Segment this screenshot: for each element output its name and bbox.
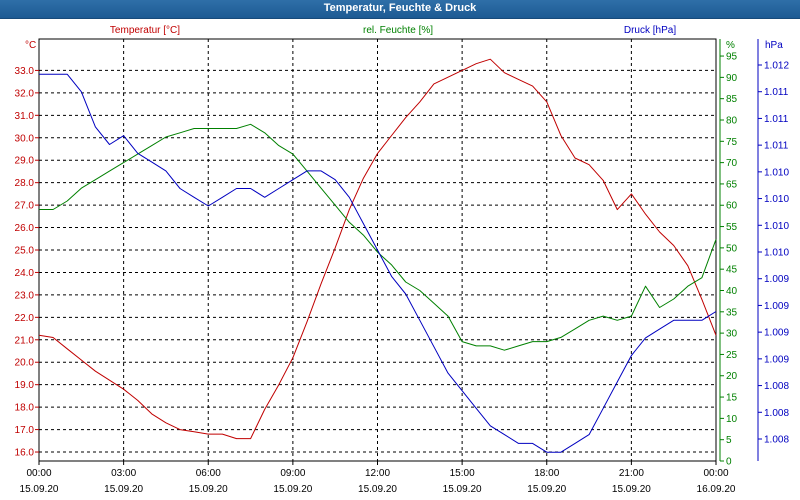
- grid: [39, 39, 716, 461]
- y-right-humidity-tick-label: 30: [726, 329, 738, 340]
- y-left-tick-label: 31.0: [15, 111, 35, 122]
- series-line-humidity: [39, 123, 717, 351]
- x-tick-label-time: 21:00: [619, 468, 644, 479]
- x-tick-label-time: 00:00: [26, 468, 51, 479]
- y-left-tick-label: 17.0: [15, 425, 35, 436]
- x-tick-label-time: 09:00: [280, 468, 305, 479]
- y-right-pressure-tick-label: 1.012: [764, 61, 789, 72]
- y-left-tick-label: 24.0: [15, 268, 35, 279]
- y-right-humidity-tick-label: 75: [726, 137, 738, 148]
- y-left-tick-label: 23.0: [15, 290, 35, 301]
- y-left-tick-label: 19.0: [15, 380, 35, 391]
- y-left-tick-label: 21.0: [15, 335, 35, 346]
- y-right-pressure-axis-title: Druck [hPa]: [624, 25, 676, 36]
- x-tick-label-time: 00:00: [703, 468, 728, 479]
- y-right-humidity-tick-label: 10: [726, 414, 738, 425]
- y-left-tick-label: 27.0: [15, 201, 35, 212]
- x-tick-label-date: 15.09.20: [189, 484, 228, 495]
- x-tick-label-date: 15.09.20: [273, 484, 312, 495]
- y-right-humidity-tick-label: 90: [726, 73, 738, 84]
- x-tick-label-time: 12:00: [365, 468, 390, 479]
- series-lines: [38, 58, 717, 453]
- y-right-pressure-tick-label: 1.009: [764, 328, 789, 339]
- x-tick-label-time: 15:00: [450, 468, 475, 479]
- y-right-pressure-tick-label: 1.011: [764, 114, 789, 125]
- y-right-pressure-unit: hPa: [765, 40, 783, 51]
- axis-labels: 00:00 15.09.20 03:00 15.09.20 06:00 15.09.20 0…: [15, 25, 790, 495]
- series-line-temperature: [38, 58, 717, 440]
- y-right-humidity-tick-label: 70: [726, 158, 738, 169]
- y-left-tick-label: 29.0: [15, 156, 35, 167]
- y-right-humidity-tick-label: 40: [726, 286, 738, 297]
- y-right-humidity-tick-label: 95: [726, 52, 738, 63]
- y-right-pressure-tick-label: 1.011: [764, 141, 789, 152]
- y-left-tick-label: 32.0: [15, 88, 35, 99]
- x-tick-label-date: 15.09.20: [527, 484, 566, 495]
- y-left-tick-label: 20.0: [15, 358, 35, 369]
- y-right-humidity-tick-label: 50: [726, 243, 738, 254]
- y-right-pressure-tick-label: 1.009: [764, 301, 789, 312]
- y-right-humidity-axis-title: rel. Feuchte [%]: [363, 25, 433, 36]
- y-right-pressure-tick-label: 1.009: [764, 274, 789, 285]
- window-title: Temperatur, Feuchte & Druck: [323, 2, 477, 14]
- y-right-humidity-tick-label: 45: [726, 265, 738, 276]
- x-tick-label-date: 16.09.20: [697, 484, 736, 495]
- x-tick-label-date: 15.09.20: [20, 484, 59, 495]
- y-left-tick-label: 30.0: [15, 133, 35, 144]
- y-right-humidity-tick-label: 60: [726, 201, 738, 212]
- y-left-tick-label: 26.0: [15, 223, 35, 234]
- x-tick-label-date: 15.09.20: [443, 484, 482, 495]
- y-right-humidity-unit: %: [726, 40, 735, 51]
- y-right-pressure-tick-label: 1.010: [764, 167, 789, 178]
- title-bar: Temperatur, Feuchte & Druck: [0, 0, 800, 19]
- x-tick-label-date: 15.09.20: [612, 484, 651, 495]
- y-left-tick-label: 22.0: [15, 313, 35, 324]
- y-right-humidity-tick-label: 80: [726, 115, 738, 126]
- y-left-tick-label: 18.0: [15, 403, 35, 414]
- y-left-unit: °C: [25, 40, 36, 51]
- y-right-pressure-tick-label: 1.008: [764, 381, 789, 392]
- y-right-pressure-tick-label: 1.010: [764, 221, 789, 232]
- axes: [35, 38, 762, 465]
- y-right-humidity-tick-label: 85: [726, 94, 738, 105]
- y-right-humidity-tick-label: 35: [726, 307, 738, 318]
- y-right-humidity-tick-label: 15: [726, 393, 738, 404]
- x-tick-label-date: 15.09.20: [104, 484, 143, 495]
- x-tick-label-time: 03:00: [111, 468, 136, 479]
- chart: 00:00 15.09.20 03:00 15.09.20 06:00 15.09.20 0…: [15, 25, 790, 495]
- x-tick-label-time: 06:00: [196, 468, 221, 479]
- series-line-pressure: [39, 73, 717, 453]
- y-left-axis-title: Temperatur [°C]: [110, 25, 180, 36]
- y-right-pressure-tick-label: 1.010: [764, 194, 789, 205]
- y-left-tick-label: 25.0: [15, 246, 35, 257]
- y-right-humidity-tick-label: 0: [726, 457, 732, 468]
- y-right-pressure-tick-label: 1.008: [764, 435, 789, 446]
- y-right-humidity-tick-label: 65: [726, 179, 738, 190]
- y-right-pressure-tick-label: 1.010: [764, 248, 789, 259]
- x-tick-label-time: 18:00: [534, 468, 559, 479]
- y-left-tick-label: 28.0: [15, 178, 35, 189]
- y-right-humidity-tick-label: 20: [726, 371, 738, 382]
- y-right-humidity-tick-label: 25: [726, 350, 738, 361]
- y-right-humidity-tick-label: 5: [726, 435, 732, 446]
- y-right-humidity-tick-label: 55: [726, 222, 738, 233]
- y-right-pressure-tick-label: 1.011: [764, 87, 789, 98]
- y-right-pressure-tick-label: 1.009: [764, 354, 789, 365]
- y-left-tick-label: 16.0: [15, 448, 35, 459]
- x-tick-label-date: 15.09.20: [358, 484, 397, 495]
- y-right-pressure-tick-label: 1.008: [764, 408, 789, 419]
- y-left-tick-label: 33.0: [15, 66, 35, 77]
